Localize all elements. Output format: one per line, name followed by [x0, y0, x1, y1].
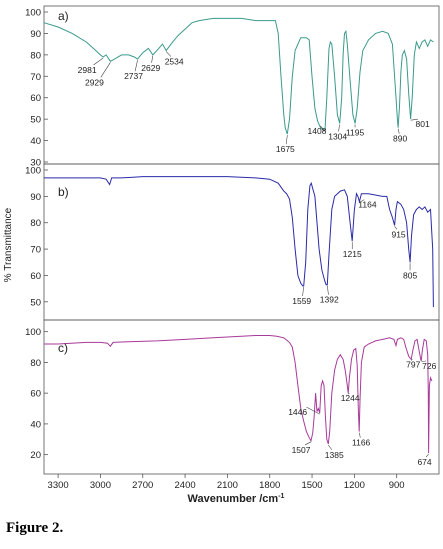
annotation-leader	[134, 60, 138, 72]
peak-label: 1304	[328, 131, 347, 141]
y-tick-label: 80	[30, 218, 41, 229]
y-tick-label: 70	[30, 72, 41, 83]
y-tick-label: 40	[30, 136, 41, 147]
peak-label: 1559	[292, 296, 311, 306]
panel-label: b)	[58, 185, 69, 199]
annotation-leader	[410, 118, 418, 121]
annotation-leader	[359, 199, 365, 203]
annotation-leader	[285, 135, 288, 145]
peak-label: 1385	[325, 450, 344, 460]
peak-label: 801	[416, 119, 430, 129]
ir-spectra-chart: % Transmittance 30 40 50 60 70 80 90 100 a) 2981 2…	[3, 5, 440, 505]
peak-label: 2737	[124, 71, 143, 81]
spectrum-line-1	[43, 17, 434, 135]
y-tick-label: 80	[30, 358, 41, 369]
peak-label: 1164	[358, 200, 377, 210]
peak-label: 1392	[320, 295, 339, 305]
x-axis-label: Wavenumber /cm-1	[188, 493, 285, 505]
panel-2: 50 60 70 80 90 100 b) 1559 1392 1215 1164 915 805	[25, 163, 440, 321]
panel-3: 20 40 60 80 100 c) 1446 1507 1385 1244 1166 797 726 6…	[25, 319, 440, 475]
x-tick-label: 3000	[90, 480, 111, 491]
annotation-leader	[100, 62, 111, 78]
x-tick-label: 2400	[175, 480, 196, 491]
annotation-leader	[304, 441, 312, 446]
annotation-leader	[421, 360, 427, 363]
panel-label: a)	[58, 9, 69, 23]
y-tick-label: 60	[30, 389, 41, 400]
peak-label: 674	[417, 457, 431, 467]
annotation-leader	[319, 125, 326, 132]
y-tick-label: 30	[30, 158, 41, 169]
annotation-leader	[302, 286, 305, 297]
peak-label: 1446	[288, 407, 307, 417]
annotation-leader	[397, 128, 400, 134]
peak-label: 805	[403, 270, 417, 280]
peak-label: 2929	[85, 77, 104, 87]
annotation-leader	[326, 285, 329, 295]
y-tick-label: 50	[30, 297, 41, 308]
peak-label: 2534	[165, 57, 184, 67]
annotation-leader	[338, 124, 340, 132]
y-tick-label: 50	[30, 115, 41, 126]
annotation-leader	[165, 51, 172, 57]
spectrum-line-3	[44, 335, 433, 454]
y-tick-label: 60	[30, 93, 41, 104]
y-tick-label: 80	[30, 50, 41, 61]
peak-label: 1166	[352, 438, 371, 448]
panel-label: c)	[58, 341, 68, 355]
annotation-leader	[328, 444, 333, 451]
peak-label: 1507	[292, 445, 311, 455]
peak-label: 726	[422, 361, 436, 371]
y-tick-label: 100	[25, 327, 41, 338]
peak-label: 1195	[346, 127, 365, 137]
y-axis-label: % Transmittance	[3, 207, 14, 282]
x-tick-label: 1200	[344, 480, 365, 491]
peak-label: 915	[391, 229, 405, 239]
peak-label: 1244	[341, 393, 360, 403]
y-tick-label: 60	[30, 271, 41, 282]
y-tick-label: 70	[30, 245, 41, 256]
annotation-leader	[358, 432, 361, 438]
peak-label: 1408	[308, 126, 327, 136]
panel-frame	[43, 163, 440, 321]
peak-label: 2981	[78, 65, 97, 75]
y-tick-label: 90	[30, 192, 41, 203]
y-tick-label: 20	[30, 450, 41, 461]
figure-caption: Figure 2.	[6, 520, 64, 536]
annotation-leader	[306, 406, 320, 415]
peak-label: 1675	[276, 144, 295, 154]
y-tick-label: 40	[30, 419, 41, 430]
x-tick-label: 2700	[132, 480, 153, 491]
annotation-leader	[411, 359, 413, 361]
annotation-leader	[347, 392, 350, 395]
x-tick-label: 1500	[301, 480, 322, 491]
peak-label: 2629	[141, 63, 160, 73]
peak-label: 797	[406, 359, 420, 369]
peak-label: 1215	[343, 249, 362, 259]
x-tick-label: 900	[389, 480, 405, 491]
spectrum-line-2	[44, 176, 434, 308]
annotation-leader	[151, 55, 154, 63]
x-tick-label: 1800	[259, 480, 280, 491]
annotation-leader	[425, 453, 429, 458]
x-tick-label: 3300	[48, 480, 69, 491]
y-tick-label: 90	[30, 29, 41, 40]
x-tick-label: 2100	[217, 480, 238, 491]
y-tick-label: 100	[25, 8, 41, 19]
y-tick-label: 100	[25, 166, 41, 177]
peak-label: 890	[393, 134, 407, 144]
annotation-leader	[93, 57, 104, 66]
annotation-leader	[394, 226, 398, 230]
panel-frame	[43, 319, 440, 475]
